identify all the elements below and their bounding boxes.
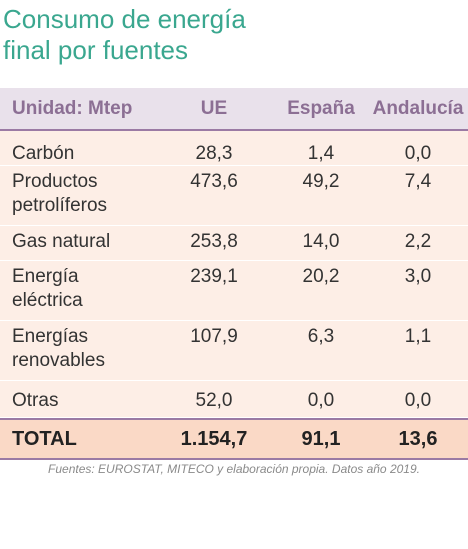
cell-andalucia: 7,4 <box>404 171 432 192</box>
title-line-1: Consumo de energía <box>3 4 246 34</box>
cell-ue: 253,8 <box>190 231 238 252</box>
cell-espana: 20,2 <box>302 266 340 287</box>
table-row: Energías renovables 107,9 6,3 1,1 <box>0 321 468 381</box>
table-header: Unidad: Mtep UE España Andalucía <box>0 88 468 131</box>
total-espana: 91,1 <box>301 428 341 450</box>
cell-espana: 14,0 <box>302 231 340 252</box>
row-label-line: renovables <box>12 350 105 371</box>
table-row: Otras 52,0 0,0 0,0 <box>0 381 468 418</box>
table-total-row: TOTAL 1.154,7 91,1 13,6 <box>0 418 468 460</box>
row-label-line: Gas natural <box>12 231 111 252</box>
row-label-line: Otras <box>12 390 59 411</box>
cell-andalucia: 0,0 <box>404 390 432 411</box>
cell-ue: 28,3 <box>195 143 233 164</box>
cell-ue: 52,0 <box>195 390 233 411</box>
row-label: Productos petrolíferos <box>0 170 160 218</box>
row-label: Otras <box>0 389 160 413</box>
cell-ue: 107,9 <box>190 326 238 347</box>
row-label-line: Carbón <box>12 143 75 164</box>
cell-andalucia: 0,0 <box>404 143 432 164</box>
header-espana: España <box>287 97 355 119</box>
cell-ue: 239,1 <box>190 266 238 287</box>
row-label-line: Energías <box>12 326 89 347</box>
total-andalucia: 13,6 <box>398 428 438 450</box>
cell-espana: 1,4 <box>307 143 335 164</box>
row-label: Energía eléctrica <box>0 265 160 313</box>
row-label-line: petrolíferos <box>12 195 108 216</box>
cell-espana: 0,0 <box>307 390 335 411</box>
table-row: Productos petrolíferos 473,6 49,2 7,4 <box>0 166 468 226</box>
cell-andalucia: 1,1 <box>404 326 432 347</box>
row-label: Energías renovables <box>0 325 160 373</box>
table-row: Energía eléctrica 239,1 20,2 3,0 <box>0 261 468 321</box>
header-unit: Unidad: Mtep <box>12 97 133 119</box>
cell-andalucia: 3,0 <box>404 266 432 287</box>
header-ue: UE <box>200 97 228 119</box>
row-label: Gas natural <box>0 230 160 254</box>
source-note: Fuentes: EUROSTAT, MITECO y elaboración … <box>48 462 420 476</box>
row-label-line: Productos <box>12 171 98 192</box>
cell-espana: 49,2 <box>302 171 340 192</box>
cell-andalucia: 2,2 <box>404 231 432 252</box>
header-andalucia: Andalucía <box>372 97 464 119</box>
energy-table: Unidad: Mtep UE España Andalucía Carbón … <box>0 88 468 460</box>
title-line-2: final por fuentes <box>3 35 189 65</box>
row-label-line: Energía <box>12 266 79 287</box>
cell-ue: 473,6 <box>190 171 238 192</box>
table-row: Carbón 28,3 1,4 0,0 <box>0 131 468 166</box>
cell-espana: 6,3 <box>307 326 335 347</box>
total-label: TOTAL <box>12 428 77 450</box>
row-label-line: eléctrica <box>12 290 83 311</box>
page-title: Consumo de energía final por fuentes <box>3 4 463 66</box>
total-ue: 1.154,7 <box>180 428 248 450</box>
table-row: Gas natural 253,8 14,0 2,2 <box>0 226 468 261</box>
row-label: Carbón <box>0 142 160 166</box>
